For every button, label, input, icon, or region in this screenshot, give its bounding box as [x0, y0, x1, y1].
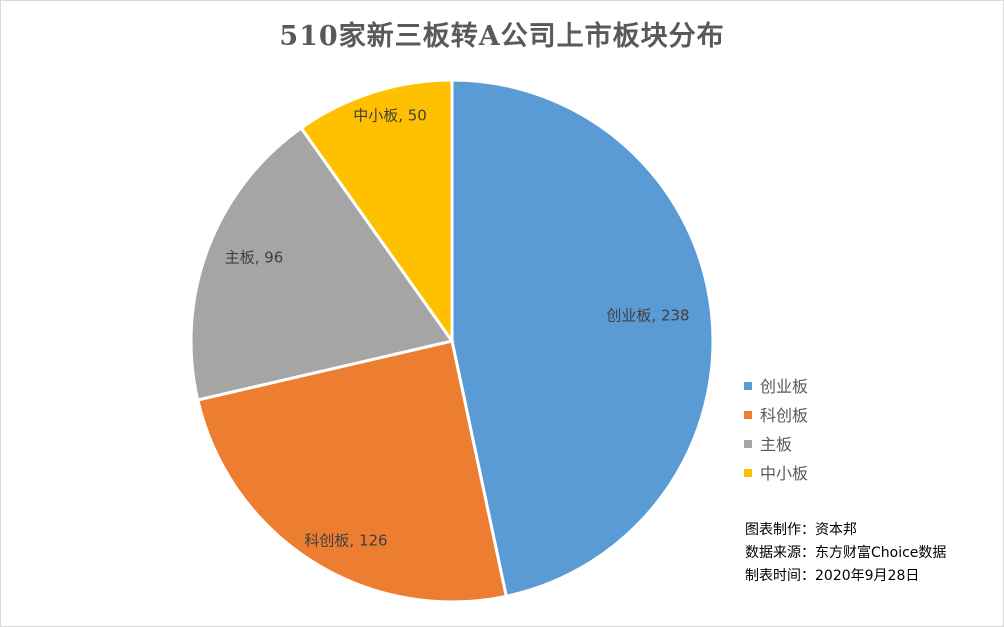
legend-swatch-zhuban: [744, 439, 752, 448]
legend-swatch-zhongxiao: [744, 468, 752, 477]
pie-slice-zhuban: [189, 125, 455, 402]
pie-slice-chuangye: [450, 78, 715, 599]
note-date: 制表时间：2020年9月28日: [745, 568, 920, 584]
legend-item-kechuang: 科创板: [744, 401, 808, 430]
data-label-zhuban: 主板, 96: [225, 249, 284, 267]
legend-swatch-chuangye: [744, 381, 752, 390]
pie-slice-kechuang: [195, 339, 509, 604]
chart-notes: 图表制作：资本邦 数据来源：东方财富Choice数据 制表时间：2020年9月2…: [745, 519, 946, 588]
data-label-kechuang: 科创板, 126: [304, 532, 387, 550]
legend-item-zhongxiao: 中小板: [744, 459, 808, 488]
legend-item-chuangye: 创业板: [744, 372, 808, 401]
legend-label-kechuang: 科创板: [760, 406, 809, 425]
legend: 创业板 科创板 主板 中小板: [744, 372, 808, 488]
legend-label-zhuban: 主板: [760, 435, 793, 454]
data-label-zhongxiao: 中小板, 50: [353, 107, 427, 125]
legend-label-zhongxiao: 中小板: [760, 464, 809, 483]
pie-slice-zhongxiao: [299, 78, 454, 346]
legend-swatch-kechuang: [744, 410, 752, 419]
note-source: 数据来源：东方财富Choice数据: [745, 545, 947, 561]
note-author: 图表制作：资本邦: [745, 522, 857, 538]
legend-item-zhuban: 主板: [744, 430, 808, 459]
data-label-chuangye: 创业板, 238: [606, 307, 689, 325]
legend-label-chuangye: 创业板: [760, 377, 809, 396]
chart-title: 510家新三板转A公司上市板块分布: [279, 21, 725, 52]
